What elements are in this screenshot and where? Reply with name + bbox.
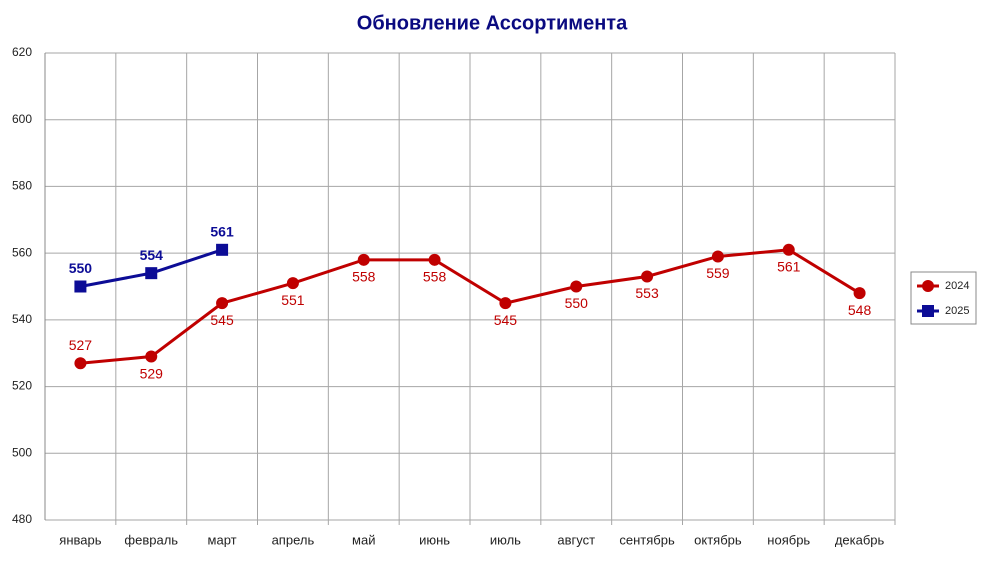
point: [428, 253, 441, 266]
data-label: 561: [777, 259, 801, 275]
y-tick-label: 580: [12, 179, 32, 193]
x-tick-label: май: [352, 532, 375, 547]
point: [853, 287, 866, 300]
legend-marker: [922, 305, 934, 317]
point: [216, 297, 229, 310]
point: [145, 350, 158, 363]
point: [74, 357, 87, 370]
data-label: 553: [635, 285, 659, 301]
point: [711, 250, 724, 263]
data-label: 550: [69, 260, 93, 276]
point: [74, 280, 87, 293]
x-tick-label: август: [557, 532, 595, 547]
series-line: [80, 248, 861, 365]
y-tick-label: 560: [12, 245, 32, 259]
legend-label: 2024: [945, 280, 969, 292]
point: [357, 253, 370, 266]
chart-title: Обновление Ассортимента: [357, 12, 628, 34]
data-label: 554: [140, 247, 164, 263]
data-label: 558: [423, 269, 447, 285]
y-tick-label: 520: [12, 379, 32, 393]
data-label: 529: [140, 365, 164, 381]
point: [216, 243, 229, 256]
x-tick-label: февраль: [124, 532, 178, 547]
point: [286, 277, 299, 290]
point: [641, 270, 654, 283]
y-tick-label: 620: [12, 45, 32, 59]
point: [145, 267, 158, 280]
point: [499, 297, 512, 310]
x-tick-label: март: [208, 532, 237, 547]
x-tick-label: июнь: [419, 532, 450, 547]
x-tick-label: январь: [59, 532, 101, 547]
x-tick-label: декабрь: [835, 532, 885, 547]
point: [782, 243, 795, 256]
x-tick-label: ноябрь: [767, 532, 810, 547]
data-label: 548: [848, 302, 872, 318]
data-label: 550: [565, 295, 589, 311]
y-tick-label: 600: [12, 112, 32, 126]
x-tick-label: сентябрь: [619, 532, 675, 547]
data-label: 558: [352, 269, 376, 285]
legend-marker: [922, 280, 934, 292]
data-label: 559: [706, 265, 730, 281]
data-label: 545: [494, 312, 518, 328]
data-label: 527: [69, 337, 93, 353]
x-tick-label: октябрь: [694, 532, 742, 547]
x-tick-label: июль: [490, 532, 521, 547]
point: [570, 280, 583, 293]
x-tick-label: апрель: [272, 532, 315, 547]
legend-box: [910, 271, 977, 325]
y-tick-label: 480: [12, 512, 32, 526]
y-tick-label: 540: [12, 312, 32, 326]
data-label: 561: [210, 224, 234, 240]
data-label: 545: [210, 312, 234, 328]
data-label: 551: [281, 292, 305, 308]
y-tick-label: 500: [12, 445, 32, 459]
legend-label: 2025: [945, 305, 969, 317]
